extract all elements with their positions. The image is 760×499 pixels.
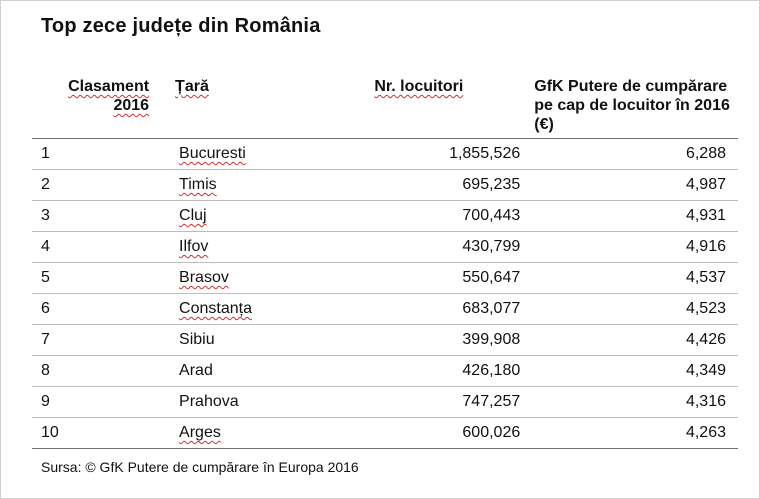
header-name: Țară [169,73,369,139]
table-row: 8 Arad 426,180 4,349 [32,355,738,387]
row-rank: 10 [32,417,170,449]
row-name: Sibiu [169,324,369,356]
row-rank: 9 [32,386,170,418]
header-gfk: GfK Putere de cumpărare pe cap de locuit… [528,73,738,139]
table-row: 7 Sibiu 399,908 4,426 [32,324,738,356]
row-name: Arad [169,355,369,387]
row-population: 430,799 [368,231,529,263]
table-row: 1 Bucuresti 1,855,526 6,288 [32,138,738,170]
table-header-row: Clasament 2016 Țară Nr. locuitori GfK Pu… [32,73,738,139]
ranking-table: Clasament 2016 Țară Nr. locuitori GfK Pu… [32,73,738,449]
header-rank: Clasament 2016 [32,73,170,139]
row-gfk: 4,523 [528,293,738,325]
table-row: 10 Arges 600,026 4,263 [32,417,738,449]
row-gfk: 4,931 [528,200,738,232]
row-name: Cluj [169,200,369,232]
row-name: Bucuresti [169,138,369,170]
row-gfk: 4,349 [528,355,738,387]
row-population: 600,026 [368,417,529,449]
row-population: 399,908 [368,324,529,356]
row-population: 1,855,526 [368,138,529,170]
row-name: Ilfov [169,231,369,263]
row-population: 426,180 [368,355,529,387]
table-row: 4 Ilfov 430,799 4,916 [32,231,738,263]
row-gfk: 4,316 [528,386,738,418]
row-population: 747,257 [368,386,529,418]
row-population: 695,235 [368,169,529,201]
row-gfk: 4,987 [528,169,738,201]
row-rank: 3 [32,200,170,232]
row-gfk: 4,537 [528,262,738,294]
row-name: Prahova [169,386,369,418]
row-gfk: 6,288 [528,138,738,170]
header-population: Nr. locuitori [368,73,529,139]
row-name: Arges [169,417,369,449]
row-population: 683,077 [368,293,529,325]
row-rank: 6 [32,293,170,325]
row-name: Brasov [169,262,369,294]
table-row: 9 Prahova 747,257 4,316 [32,386,738,418]
row-population: 550,647 [368,262,529,294]
row-rank: 1 [32,138,170,170]
page-title: Top zece județe din România [41,15,321,37]
row-rank: 7 [32,324,170,356]
table-row: 3 Cluj 700,443 4,931 [32,200,738,232]
row-gfk: 4,916 [528,231,738,263]
table-row: 6 Constanța 683,077 4,523 [32,293,738,325]
table-row: 2 Timis 695,235 4,987 [32,169,738,201]
row-rank: 5 [32,262,170,294]
row-rank: 2 [32,169,170,201]
row-rank: 8 [32,355,170,387]
row-rank: 4 [32,231,170,263]
source-note: Sursa: © GfK Putere de cumpărare în Euro… [41,459,359,475]
row-name: Timis [169,169,369,201]
table-row: 5 Brasov 550,647 4,537 [32,262,738,294]
row-population: 700,443 [368,200,529,232]
row-gfk: 4,263 [528,417,738,449]
row-name: Constanța [169,293,369,325]
row-gfk: 4,426 [528,324,738,356]
